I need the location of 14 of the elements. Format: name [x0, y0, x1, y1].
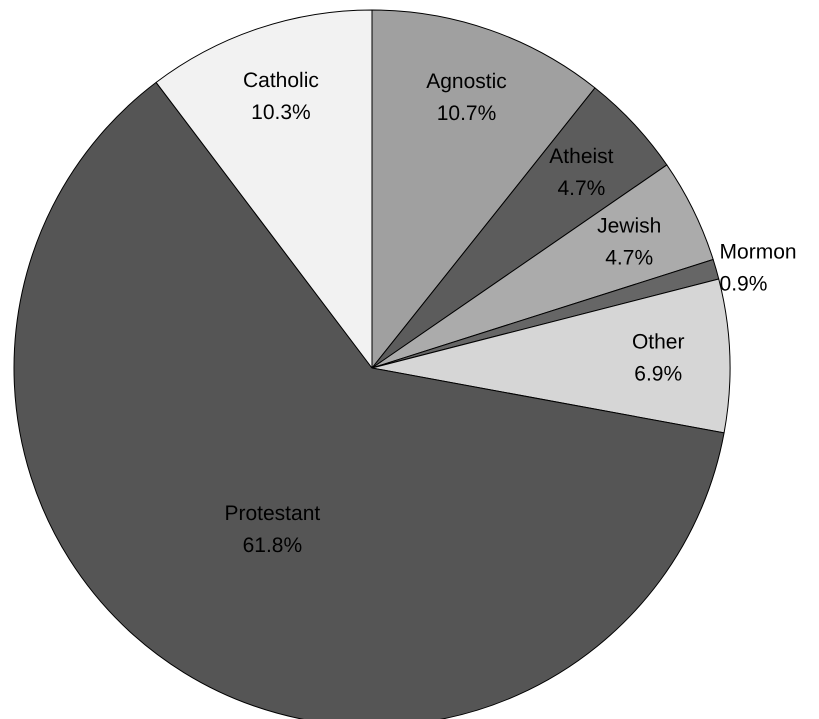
data-label: 0.9% — [720, 272, 768, 296]
slice-label: Other — [632, 330, 684, 354]
slice-label: Jewish — [597, 214, 662, 238]
slice-label: Mormon — [720, 240, 797, 264]
data-label: 4.7% — [605, 246, 654, 270]
data-label: 4.7% — [557, 177, 606, 200]
data-label: 10.7% — [436, 102, 496, 126]
data-label: 61.8% — [242, 534, 302, 557]
slice-label: Protestant — [224, 502, 320, 525]
data-label: 6.9% — [634, 362, 682, 386]
data-label: 10.3% — [251, 100, 311, 124]
slice-label: Atheist — [549, 145, 614, 168]
slice-label: Agnostic — [426, 70, 507, 94]
slice-label: Catholic — [242, 68, 319, 92]
